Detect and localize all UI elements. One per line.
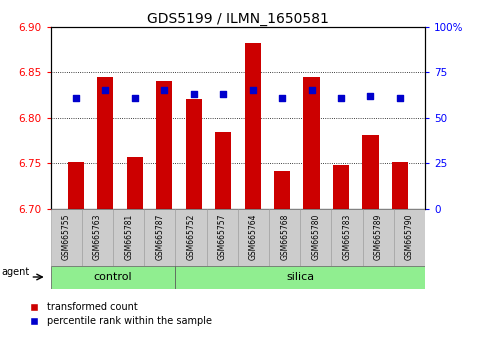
Bar: [82, 209, 113, 266]
Bar: [303, 77, 320, 209]
Text: GSM665790: GSM665790: [405, 213, 414, 260]
Text: GSM665755: GSM665755: [62, 213, 71, 260]
Bar: [175, 266, 425, 289]
Text: GSM665757: GSM665757: [218, 213, 227, 260]
Point: [72, 95, 80, 101]
Text: GSM665752: GSM665752: [186, 213, 196, 260]
Point: [367, 93, 374, 99]
Bar: [363, 209, 394, 266]
Bar: [274, 171, 290, 209]
Bar: [244, 43, 261, 209]
Bar: [331, 209, 363, 266]
Point: [249, 87, 256, 93]
Bar: [333, 165, 349, 209]
Point: [101, 87, 109, 93]
Bar: [269, 209, 300, 266]
Point: [396, 95, 404, 101]
Bar: [127, 157, 143, 209]
Text: control: control: [94, 272, 132, 282]
Text: agent: agent: [1, 267, 29, 277]
Point: [219, 91, 227, 97]
Bar: [97, 77, 114, 209]
Bar: [68, 162, 84, 209]
Bar: [51, 209, 82, 266]
Point: [131, 95, 139, 101]
Text: GSM665783: GSM665783: [342, 213, 352, 260]
Bar: [394, 209, 425, 266]
Bar: [113, 209, 144, 266]
Text: GSM665763: GSM665763: [93, 213, 102, 260]
Bar: [300, 209, 331, 266]
Bar: [362, 135, 379, 209]
Text: GSM665781: GSM665781: [124, 213, 133, 259]
Point: [160, 87, 168, 93]
Point: [308, 87, 315, 93]
Text: silica: silica: [286, 272, 314, 282]
Point: [278, 95, 286, 101]
Bar: [175, 209, 207, 266]
Bar: [207, 209, 238, 266]
Text: GSM665787: GSM665787: [156, 213, 164, 260]
Bar: [185, 99, 202, 209]
Bar: [215, 132, 231, 209]
Point: [337, 95, 345, 101]
Bar: [144, 209, 175, 266]
Bar: [51, 266, 175, 289]
Title: GDS5199 / ILMN_1650581: GDS5199 / ILMN_1650581: [147, 12, 329, 25]
Text: GSM665780: GSM665780: [312, 213, 320, 260]
Bar: [238, 209, 269, 266]
Text: GSM665789: GSM665789: [374, 213, 383, 260]
Legend: transformed count, percentile rank within the sample: transformed count, percentile rank withi…: [29, 302, 212, 326]
Point: [190, 91, 198, 97]
Text: GSM665768: GSM665768: [280, 213, 289, 260]
Bar: [392, 162, 408, 209]
Text: GSM665764: GSM665764: [249, 213, 258, 260]
Bar: [156, 81, 172, 209]
